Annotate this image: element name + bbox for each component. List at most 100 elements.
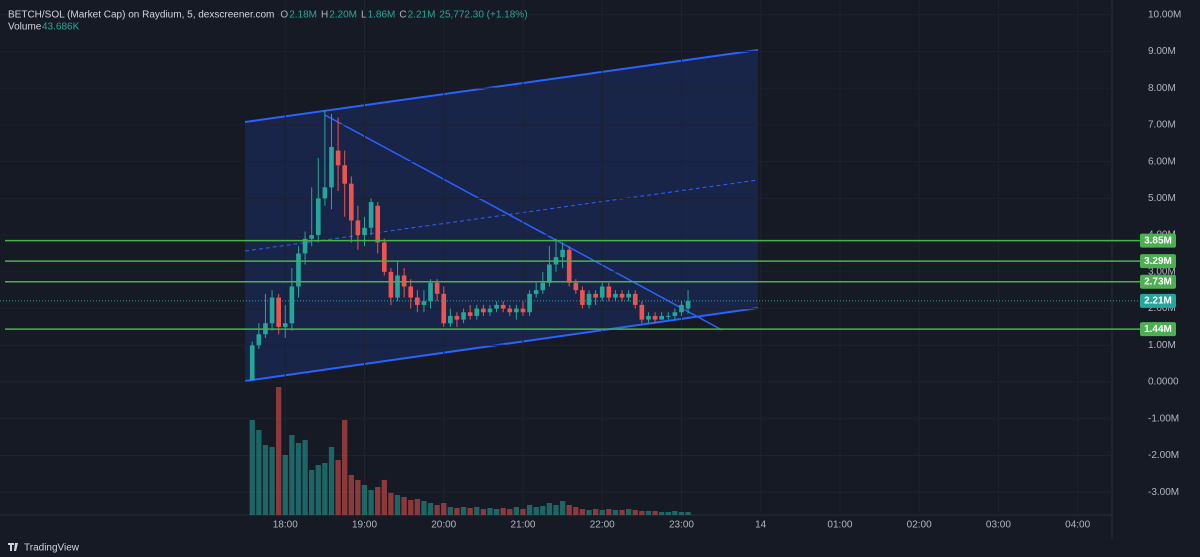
volume-bar: [355, 479, 361, 515]
candle-body: [580, 290, 585, 305]
level-label: 3.29M: [1144, 256, 1172, 267]
volume-bar: [592, 509, 599, 515]
volume-bar: [375, 487, 381, 515]
level-tag: [1140, 322, 1176, 337]
candle-body: [355, 220, 361, 236]
ohlc-value: 2.20M: [329, 10, 357, 21]
candle-body: [467, 312, 473, 316]
candle-body: [632, 293, 638, 305]
volume-bar: [322, 463, 328, 515]
candle-body: [375, 205, 381, 243]
candle-body: [573, 282, 579, 291]
volume-bar: [460, 507, 467, 515]
y-tick-label: 8.00M: [1148, 83, 1176, 94]
candle-body: [593, 293, 598, 298]
volume-bar: [302, 439, 308, 515]
price-change: 25,772.30 (+1.18%): [439, 10, 527, 21]
candle-body: [685, 300, 691, 309]
volume-bar: [639, 511, 645, 515]
candle-body: [329, 146, 334, 188]
volume-bar: [447, 507, 453, 515]
candle-body: [520, 308, 526, 313]
volume-bar: [368, 489, 374, 515]
symbol: BETCH/SOL (Market Cap) on Raydium, 5, de…: [8, 10, 274, 21]
candle-body: [348, 183, 354, 221]
brand: TradingView: [24, 543, 80, 554]
y-tick-label: 3.00M: [1148, 266, 1176, 277]
x-tick-label: 23:00: [669, 520, 694, 531]
candle-body: [448, 315, 453, 324]
y-tick-label: -3.00M: [1148, 487, 1179, 498]
volume-bar: [625, 509, 632, 515]
volume-bar: [256, 429, 262, 515]
candle-body: [368, 202, 374, 228]
volume-bar: [269, 447, 275, 515]
volume-bar: [295, 443, 302, 515]
level-tag: [1140, 254, 1176, 269]
volume-bar: [401, 497, 407, 515]
ohlc-value: 2.21M: [408, 10, 436, 21]
candle-body: [500, 304, 506, 309]
volume-bar: [573, 507, 579, 515]
candle-body: [461, 312, 466, 320]
candle-body: [289, 286, 295, 324]
x-tick-label: 04:00: [1065, 520, 1090, 531]
volume-bar: [309, 469, 315, 515]
y-tick-label: 7.00M: [1148, 120, 1176, 131]
volume-bar: [381, 479, 387, 515]
volume-bar: [665, 511, 671, 515]
candle-body: [626, 293, 631, 298]
ohlc-value: 2.18M: [289, 10, 317, 21]
volume-bar: [500, 507, 506, 515]
candle-body: [408, 286, 414, 298]
candle-body: [454, 315, 460, 320]
volume-bar: [540, 505, 546, 515]
trend-line: [324, 114, 723, 331]
candle-body: [665, 315, 671, 317]
candle-body: [249, 345, 255, 381]
channel-fill: [245, 50, 758, 381]
candle-body: [269, 297, 275, 324]
volume-bar: [612, 509, 619, 515]
candle-body: [599, 286, 605, 298]
candle-body: [606, 286, 612, 298]
volume-bar: [342, 419, 348, 515]
candle-body: [659, 315, 664, 320]
brand-logo: [8, 543, 18, 551]
x-tick-label: 22:00: [590, 520, 615, 531]
ohlc-key: L: [361, 10, 367, 21]
volume-bar: [434, 505, 440, 515]
x-tick-label: 03:00: [986, 520, 1011, 531]
x-tick-label: 18:00: [273, 520, 298, 531]
channel-top: [244, 49, 759, 123]
candle-body: [652, 315, 658, 320]
ohlc-value: 1.86M: [368, 10, 396, 21]
x-tick-label: 14: [755, 520, 767, 531]
volume-bar: [421, 501, 427, 515]
volume-bar: [388, 493, 394, 515]
x-tick-label: 02:00: [907, 520, 932, 531]
volume-bar: [348, 475, 354, 515]
last-price-label: 2.21M: [1144, 295, 1172, 306]
y-tick-label: 0.0000: [1148, 377, 1179, 388]
volume-bar: [441, 503, 447, 515]
candle-body: [296, 253, 301, 287]
candle-body: [547, 264, 552, 283]
candle-body: [646, 315, 651, 320]
volume-bar: [513, 507, 520, 515]
candle-body: [342, 165, 348, 184]
candle-body: [315, 198, 321, 236]
x-tick-label: 21:00: [510, 520, 535, 531]
candle-body: [679, 304, 684, 313]
candle-body: [540, 282, 546, 291]
volume-bar: [480, 509, 487, 515]
candle-body: [362, 227, 367, 236]
level-tag: [1140, 233, 1176, 248]
volume-bar: [408, 499, 414, 515]
y-tick-label: -2.00M: [1148, 450, 1179, 461]
volume-bar: [599, 509, 605, 515]
candle-body: [474, 308, 480, 316]
volume-bar: [335, 459, 341, 515]
